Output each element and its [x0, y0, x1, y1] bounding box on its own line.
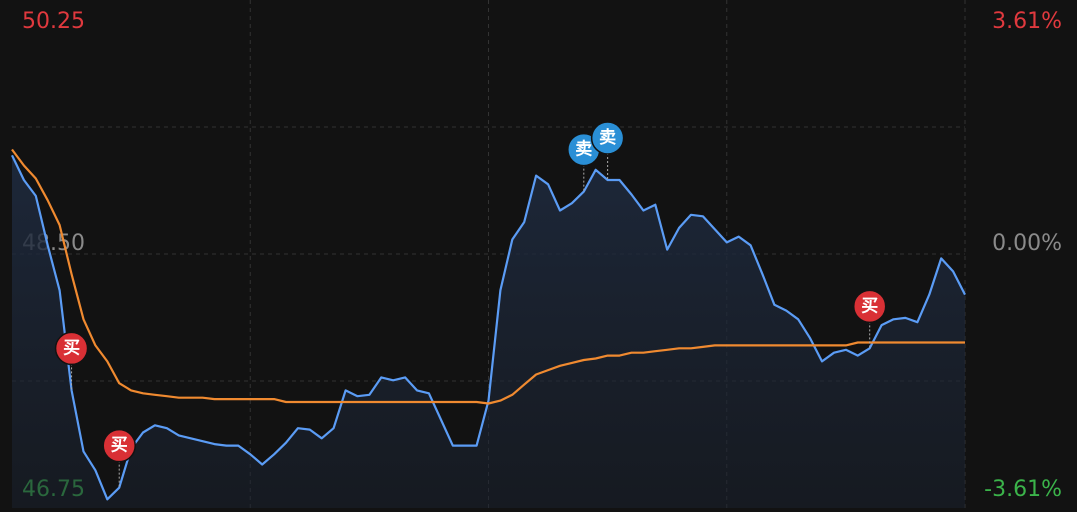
- trade-marker-label: 买: [111, 436, 128, 456]
- trade-marker: [54, 331, 89, 366]
- trade-marker-label: 买: [861, 296, 878, 316]
- y2-tick-label: 0.00%: [992, 231, 1062, 256]
- y2-tick-label: 3.61%: [992, 9, 1062, 34]
- price-line: [11, 154, 966, 501]
- average-line: [11, 148, 965, 405]
- trade-marker: [102, 428, 136, 463]
- y2-tick-label: -3.61%: [984, 477, 1062, 502]
- trade-marker: [590, 121, 625, 155]
- trade-marker-label: 买: [63, 338, 80, 358]
- trade-marker-label: 卖: [599, 127, 616, 148]
- trade-marker-label: 卖: [575, 139, 592, 160]
- y-tick-label: 50.25: [22, 9, 85, 34]
- trade-marker: [852, 289, 887, 324]
